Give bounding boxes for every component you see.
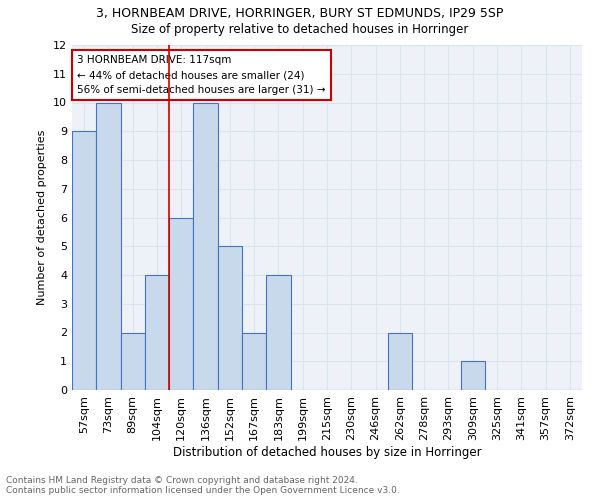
Bar xyxy=(266,275,290,390)
Bar xyxy=(388,332,412,390)
Bar xyxy=(145,275,169,390)
Bar xyxy=(96,102,121,390)
Bar xyxy=(121,332,145,390)
Text: Size of property relative to detached houses in Horringer: Size of property relative to detached ho… xyxy=(131,22,469,36)
Bar xyxy=(242,332,266,390)
Bar xyxy=(169,218,193,390)
Bar xyxy=(218,246,242,390)
Y-axis label: Number of detached properties: Number of detached properties xyxy=(37,130,47,305)
X-axis label: Distribution of detached houses by size in Horringer: Distribution of detached houses by size … xyxy=(173,446,481,458)
Bar xyxy=(72,131,96,390)
Bar xyxy=(193,102,218,390)
Text: Contains HM Land Registry data © Crown copyright and database right 2024.
Contai: Contains HM Land Registry data © Crown c… xyxy=(6,476,400,495)
Text: 3 HORNBEAM DRIVE: 117sqm
← 44% of detached houses are smaller (24)
56% of semi-d: 3 HORNBEAM DRIVE: 117sqm ← 44% of detach… xyxy=(77,56,326,95)
Bar xyxy=(461,361,485,390)
Text: 3, HORNBEAM DRIVE, HORRINGER, BURY ST EDMUNDS, IP29 5SP: 3, HORNBEAM DRIVE, HORRINGER, BURY ST ED… xyxy=(97,8,503,20)
